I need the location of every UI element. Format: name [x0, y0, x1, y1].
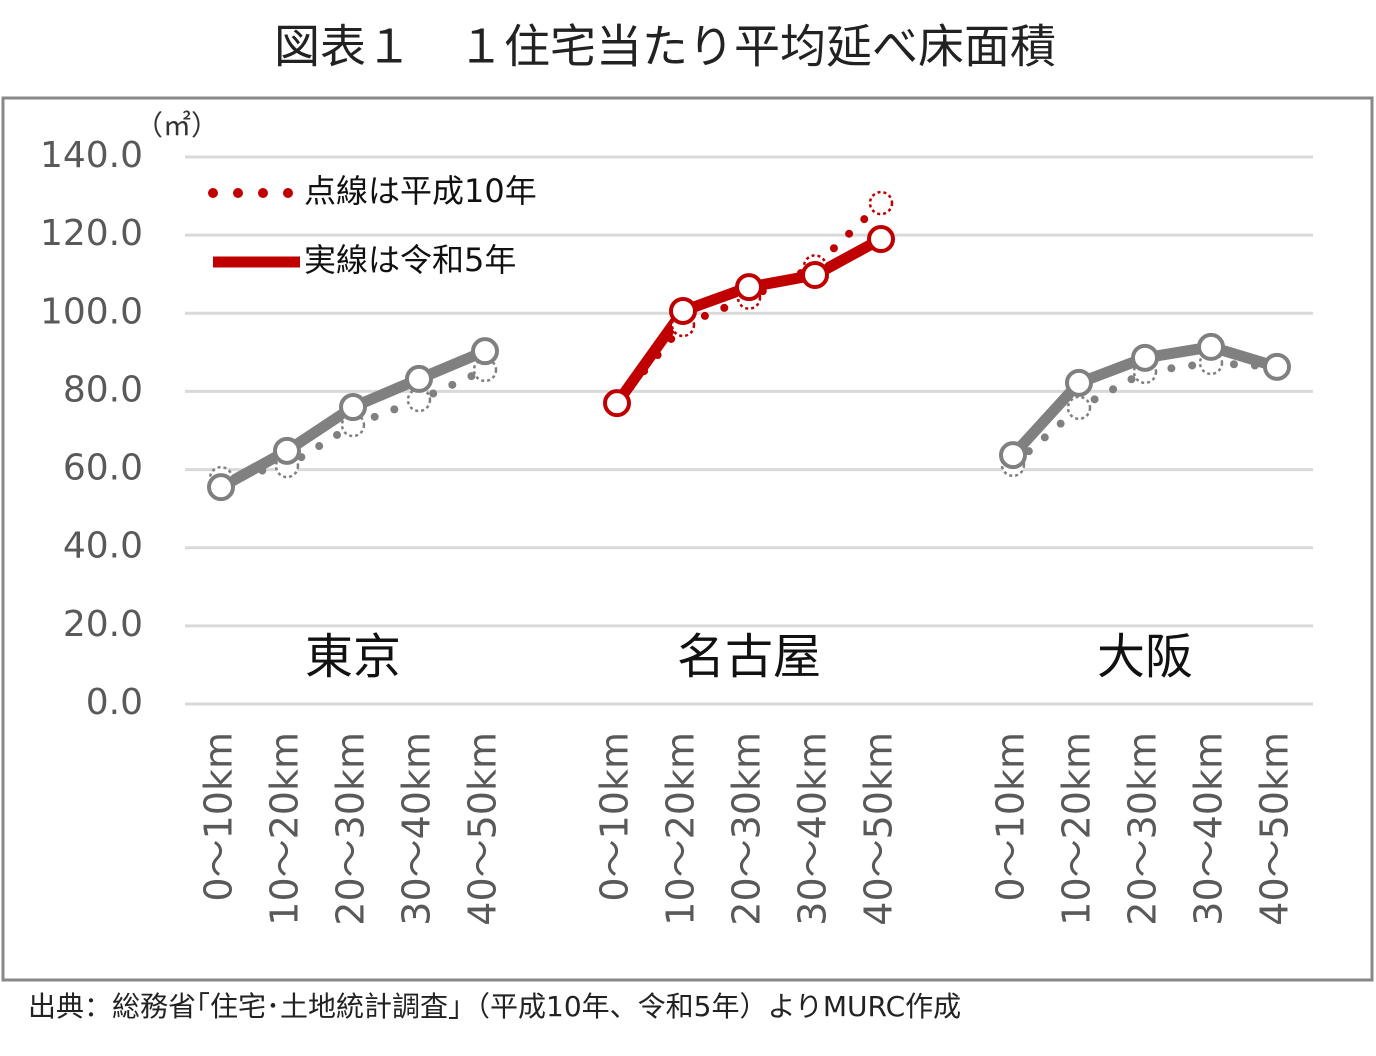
x-tick-label: 0～10km [593, 732, 637, 902]
solid-marker [867, 225, 895, 254]
y-unit: （㎡） [135, 109, 219, 142]
x-tick-label: 10～20km [263, 732, 307, 926]
dotted-marker [406, 387, 432, 413]
solid-marker [273, 436, 301, 465]
dotted-line [1009, 358, 1281, 469]
legend-label: 実線は令和5年 [304, 241, 516, 279]
x-tick-label: 40～50km [1253, 732, 1297, 926]
y-tick-label: 140.0 [40, 135, 143, 176]
legend-label: 点線は平成10年 [304, 172, 537, 210]
y-tick-label: 80.0 [63, 369, 143, 410]
x-tick-label: 20～30km [1121, 732, 1165, 926]
y-tick-label: 20.0 [63, 604, 143, 645]
x-tick-label: 30～40km [1187, 732, 1231, 926]
x-tick-label: 10～20km [659, 732, 703, 926]
x-tick-label: 10～20km [1055, 732, 1099, 926]
dotted-marker [868, 190, 894, 216]
x-tick-label: 40～50km [461, 732, 505, 926]
dotted-marker [1066, 395, 1092, 421]
x-tick-label: 0～10km [197, 732, 241, 902]
solid-marker [207, 473, 235, 502]
solid-marker [339, 393, 367, 422]
solid-marker [1131, 343, 1159, 372]
y-tick-label: 120.0 [40, 213, 143, 254]
y-tick-label: 40.0 [63, 526, 143, 567]
solid-marker [999, 441, 1027, 470]
x-tick-label: 30～40km [395, 732, 439, 926]
solid-marker [669, 296, 697, 325]
dotted-marker [472, 357, 498, 383]
x-tick-label: 20～30km [329, 732, 373, 926]
y-tick-label: 0.0 [86, 682, 143, 723]
solid-marker [1197, 332, 1225, 361]
source-note: 出典：総務省｢住宅･土地統計調査｣（平成10年、令和5年）よりMURC作成 [28, 990, 961, 1023]
y-tick-label: 100.0 [40, 291, 143, 332]
x-tick-label: 40～50km [857, 732, 901, 926]
x-tick-label: 0～10km [989, 732, 1033, 902]
x-tick-label: 30～40km [791, 732, 835, 926]
chart-title: 図表１ １住宅当たり平均延べ床面積 [274, 20, 1056, 74]
solid-marker [471, 337, 499, 366]
x-tick-label: 20～30km [725, 732, 769, 926]
solid-marker [603, 389, 631, 418]
group-label: 大阪 [1097, 629, 1193, 685]
solid-marker [735, 273, 763, 302]
plot-frame [1, 96, 1374, 982]
y-tick-label: 60.0 [63, 448, 143, 489]
solid-marker [1065, 368, 1093, 397]
solid-marker [405, 364, 433, 393]
group-label: 名古屋 [677, 629, 821, 685]
solid-marker [801, 260, 829, 289]
group-label: 東京 [305, 629, 401, 685]
solid-marker [1263, 352, 1291, 381]
